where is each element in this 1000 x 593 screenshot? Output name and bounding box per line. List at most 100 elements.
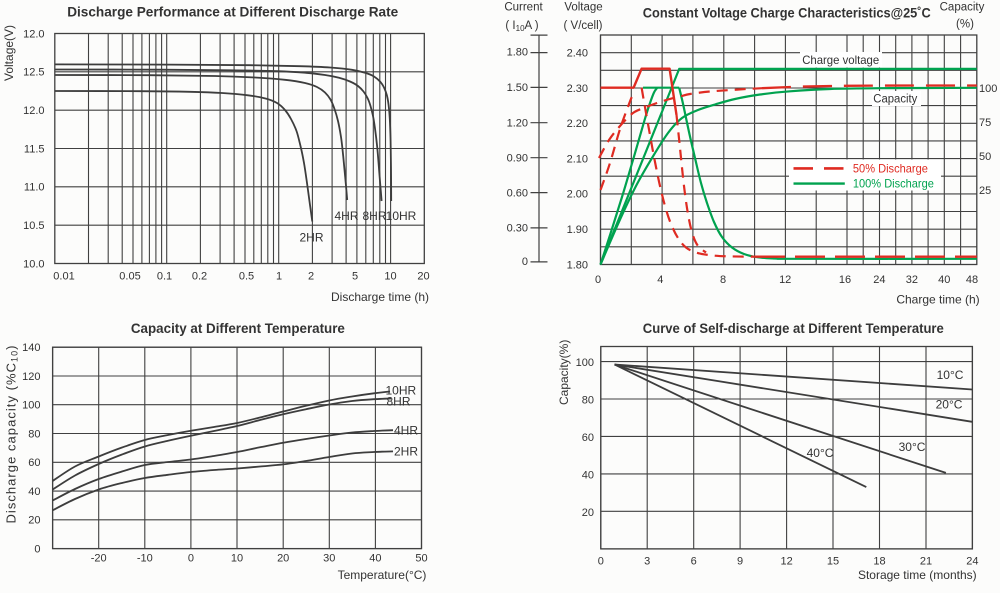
svg-text:100% Discharge: 100% Discharge: [853, 177, 934, 191]
svg-text:12.0: 12.0: [23, 105, 44, 117]
svg-text:12.0: 12.0: [23, 28, 44, 40]
svg-text:1.90: 1.90: [567, 224, 588, 236]
svg-text:6: 6: [691, 556, 697, 568]
svg-text:40: 40: [28, 486, 40, 498]
svg-text:Storage time (months): Storage time (months): [858, 568, 977, 582]
svg-text:Temperature(°C): Temperature(°C): [338, 568, 427, 582]
svg-text:4HR: 4HR: [334, 209, 358, 223]
svg-text:18: 18: [873, 556, 885, 568]
svg-text:10: 10: [384, 271, 396, 283]
svg-text:21: 21: [920, 556, 932, 568]
svg-text:Charge time (h): Charge time (h): [896, 293, 979, 307]
svg-text:10HR: 10HR: [386, 384, 417, 398]
svg-text:80: 80: [582, 395, 594, 407]
svg-text:2.10: 2.10: [567, 153, 588, 165]
svg-text:Curve of Self-discharge at Dif: Curve of Self-discharge at Different Tem…: [643, 320, 944, 336]
svg-text:Capacity(%): Capacity(%): [557, 340, 571, 405]
svg-text:20: 20: [277, 553, 289, 565]
svg-text:( I10A ): ( I10A ): [505, 20, 538, 33]
svg-text:Constant Voltage Charge Charac: Constant Voltage Charge Characteristics@…: [643, 5, 931, 21]
svg-text:Capacity: Capacity: [940, 2, 985, 14]
svg-text:Discharge Performance at Diffe: Discharge Performance at Different Disch…: [67, 4, 398, 20]
svg-text:0: 0: [598, 556, 604, 568]
svg-text:0.01: 0.01: [53, 271, 74, 283]
svg-text:Discharge capacity (%C10): Discharge capacity (%C10): [4, 346, 20, 524]
svg-text:20°C: 20°C: [936, 398, 963, 412]
svg-text:0.05: 0.05: [119, 271, 140, 283]
svg-text:1.50: 1.50: [507, 82, 528, 94]
svg-text:11.5: 11.5: [24, 143, 45, 155]
svg-text:-10: -10: [137, 553, 153, 565]
svg-text:-20: -20: [91, 553, 107, 565]
svg-text:50% Discharge: 50% Discharge: [853, 161, 928, 175]
svg-text:30°C: 30°C: [899, 440, 926, 454]
svg-text:2.30: 2.30: [567, 83, 588, 95]
svg-text:30: 30: [323, 553, 335, 565]
svg-text:Voltage(V): Voltage(V): [2, 25, 16, 81]
svg-text:Voltage: Voltage: [564, 2, 602, 14]
svg-text:50: 50: [979, 151, 991, 163]
svg-text:10HR: 10HR: [386, 209, 417, 223]
svg-text:0: 0: [34, 543, 40, 555]
svg-text:9: 9: [737, 556, 743, 568]
svg-text:Capacity at Different Temperat: Capacity at Different Temperature: [131, 320, 345, 336]
svg-text:1.20: 1.20: [507, 118, 528, 130]
svg-text:8: 8: [720, 274, 726, 286]
svg-text:100: 100: [22, 400, 40, 412]
svg-text:100: 100: [979, 83, 997, 95]
svg-text:Capacity: Capacity: [873, 94, 917, 106]
svg-text:60: 60: [582, 432, 594, 444]
svg-text:12: 12: [779, 274, 791, 286]
svg-text:0: 0: [188, 553, 194, 565]
svg-text:48: 48: [966, 274, 978, 286]
svg-text:10°C: 10°C: [937, 368, 964, 382]
svg-text:15: 15: [827, 556, 839, 568]
svg-text:2: 2: [308, 271, 314, 283]
svg-text:140: 140: [22, 342, 40, 354]
svg-text:2HR: 2HR: [299, 231, 323, 245]
svg-text:25: 25: [979, 185, 991, 197]
svg-text:40: 40: [582, 469, 594, 481]
svg-text:32: 32: [906, 274, 918, 286]
svg-text:Discharge time (h): Discharge time (h): [331, 290, 429, 304]
svg-text:10.5: 10.5: [23, 220, 44, 232]
svg-text:80: 80: [28, 428, 40, 440]
svg-text:12: 12: [780, 556, 792, 568]
svg-text:0: 0: [595, 274, 601, 286]
svg-text:10.0: 10.0: [23, 258, 44, 270]
svg-text:40: 40: [938, 274, 950, 286]
svg-text:5: 5: [352, 271, 358, 283]
svg-text:50: 50: [415, 553, 427, 565]
svg-text:4: 4: [657, 274, 663, 286]
svg-text:16: 16: [839, 274, 851, 286]
svg-text:75: 75: [979, 117, 991, 129]
svg-text:1.80: 1.80: [507, 46, 528, 58]
svg-text:1: 1: [276, 271, 282, 283]
svg-text:0.90: 0.90: [507, 153, 528, 165]
svg-text:1.80: 1.80: [567, 259, 588, 271]
svg-text:100: 100: [576, 357, 594, 369]
svg-text:0.30: 0.30: [507, 223, 528, 235]
svg-text:Current: Current: [504, 2, 543, 14]
svg-text:120: 120: [22, 371, 40, 383]
svg-text:8HR: 8HR: [387, 395, 411, 409]
svg-text:10: 10: [231, 553, 243, 565]
svg-text:24: 24: [966, 556, 978, 568]
svg-text:2.20: 2.20: [567, 118, 588, 130]
svg-text:0: 0: [522, 256, 528, 268]
svg-text:40°C: 40°C: [807, 446, 834, 460]
svg-text:( V/cell): ( V/cell): [564, 20, 603, 32]
svg-text:0.1: 0.1: [157, 271, 172, 283]
svg-text:8HR: 8HR: [362, 209, 386, 223]
svg-text:20: 20: [417, 271, 429, 283]
svg-text:11.0: 11.0: [24, 182, 45, 194]
svg-text:0.2: 0.2: [192, 271, 207, 283]
svg-text:40: 40: [369, 553, 381, 565]
svg-text:20: 20: [582, 507, 594, 519]
svg-text:60: 60: [28, 457, 40, 469]
svg-text:0.60: 0.60: [507, 187, 528, 199]
svg-text:20: 20: [28, 515, 40, 527]
svg-text:(%): (%): [956, 19, 974, 31]
svg-text:24: 24: [873, 274, 885, 286]
svg-text:2.00: 2.00: [567, 189, 588, 201]
